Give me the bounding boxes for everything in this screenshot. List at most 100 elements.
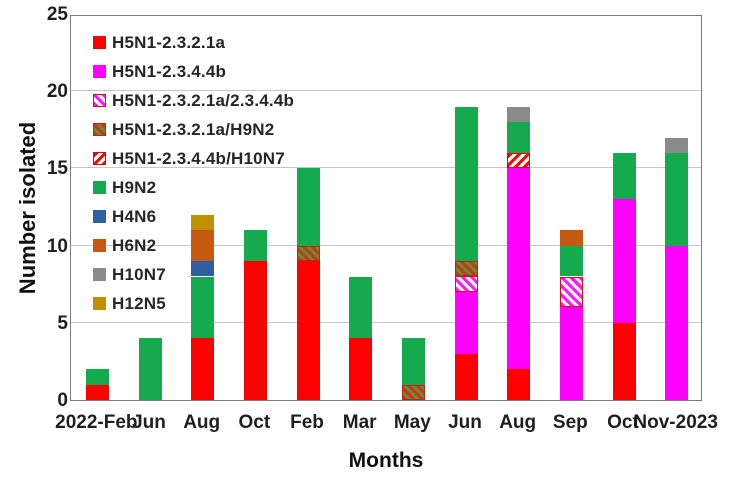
y-tick-label: 15 [46, 158, 68, 180]
legend-label: H5N1-2.3.2.1a/H9N2 [112, 119, 275, 139]
x-tick-label: Aug [183, 412, 221, 433]
plot-area [70, 15, 702, 401]
legend-swatch-icon [93, 36, 106, 49]
legend-swatch-icon [93, 94, 106, 107]
bar-segment [85, 384, 109, 400]
bar-segment [191, 214, 215, 231]
bar-segment [559, 230, 583, 246]
legend-swatch-icon [93, 239, 106, 252]
bar-segment [454, 106, 478, 262]
x-tick-label: Oct [238, 412, 271, 433]
legend-item: H4N6 [93, 202, 294, 231]
bar-segment [401, 384, 425, 400]
legend-swatch-icon [93, 268, 106, 281]
legend: H5N1-2.3.2.1a H5N1-2.3.4.4b H5N1-2.3.2.1a/… [93, 28, 294, 318]
bar-segment [454, 291, 478, 354]
gridline [71, 90, 701, 92]
bar-segment [559, 245, 583, 277]
legend-label: H5N1-2.3.4.4b [112, 61, 227, 81]
bar-segment [296, 261, 320, 400]
bar-segment [507, 106, 531, 123]
bar-2022-feb [85, 14, 109, 400]
gridline [71, 244, 701, 246]
bar-segment [191, 261, 215, 277]
legend-item: H6N2 [93, 231, 294, 260]
legend-label: H5N1-2.3.4.4b/H10N7 [112, 148, 285, 168]
bar-segment [85, 369, 109, 385]
legend-label: H5N1-2.3.2.1a/2.3.4.4b [112, 90, 295, 110]
legend-item: H5N1-2.3.4.4b/H10N7 [93, 144, 294, 173]
x-tick-label: Jun [448, 412, 482, 433]
x-tick-label: Nov-2023 [633, 412, 718, 433]
bar-segment [612, 322, 636, 400]
bar-sep [559, 14, 583, 400]
y-tick-label: 20 [46, 81, 68, 103]
bar-oct [612, 14, 636, 400]
legend-label: H5N1-2.3.2.1a [112, 32, 226, 52]
bar-aug [507, 14, 531, 400]
bar-segment [191, 276, 215, 339]
bar-segment [665, 152, 689, 246]
bar-segment [191, 230, 215, 262]
bar-aug [191, 14, 215, 400]
legend-swatch-icon [93, 297, 106, 310]
bar-segment [665, 245, 689, 400]
bar-segment [507, 152, 531, 169]
x-tick-label: Sep [552, 412, 588, 433]
bar-segment [454, 261, 478, 277]
x-tick-label: Feb [290, 412, 324, 433]
bar-segment [559, 307, 583, 400]
legend-item: H5N1-2.3.2.1a/H9N2 [93, 115, 294, 144]
bar-segment [454, 276, 478, 292]
legend-item: H10N7 [93, 260, 294, 289]
legend-item: H5N1-2.3.2.1a/2.3.4.4b [93, 86, 294, 115]
bar-segment [665, 137, 689, 153]
y-axis-title: Number isolated [15, 121, 40, 295]
x-tick-label: Jun [132, 412, 166, 433]
y-tick-label: 5 [57, 312, 68, 334]
bar-nov-2023 [665, 14, 689, 400]
legend-item: H12N5 [93, 289, 294, 318]
y-tick-label: 25 [46, 4, 68, 25]
bar-segment [507, 369, 531, 400]
bar-jun [454, 14, 478, 400]
bar-segment [612, 152, 636, 200]
bar-feb [296, 14, 320, 400]
x-tick-label: May [393, 412, 431, 433]
bar-segment [401, 338, 425, 385]
legend-label: H6N2 [112, 235, 157, 255]
x-tick-label: 2022-Feb [55, 412, 138, 433]
bar-segment [559, 276, 583, 308]
bar-jun [138, 14, 162, 400]
y-tick-label: 0 [57, 390, 68, 411]
bar-segment [507, 168, 531, 370]
bar-segment [296, 245, 320, 262]
legend-swatch-icon [93, 65, 106, 78]
x-tick-label: Aug [499, 412, 537, 433]
legend-item: H5N1-2.3.4.4b [93, 57, 294, 86]
legend-item: H5N1-2.3.2.1a [93, 28, 294, 57]
gridline [71, 167, 701, 169]
legend-swatch-icon [93, 181, 106, 194]
x-axis-title: Months [348, 449, 424, 472]
x-tick-label: Oct [607, 412, 639, 433]
legend-item: H9N2 [93, 173, 294, 202]
bar-segment [138, 338, 162, 400]
bar-mar [349, 14, 373, 400]
bar-segment [191, 338, 215, 400]
bar-segment [349, 276, 373, 339]
legend-swatch-icon [93, 210, 106, 223]
bar-segment [243, 230, 267, 262]
legend-swatch-icon [93, 152, 106, 165]
gridline [71, 321, 701, 323]
bar-may [401, 14, 425, 400]
bar-segment [507, 122, 531, 153]
legend-swatch-icon [93, 123, 106, 136]
bar-segment [296, 168, 320, 246]
legend-label: H10N7 [112, 264, 166, 284]
legend-label: H9N2 [112, 177, 157, 197]
y-tick-label: 10 [46, 235, 68, 257]
bar-segment [243, 261, 267, 400]
bar-segment [454, 353, 478, 400]
